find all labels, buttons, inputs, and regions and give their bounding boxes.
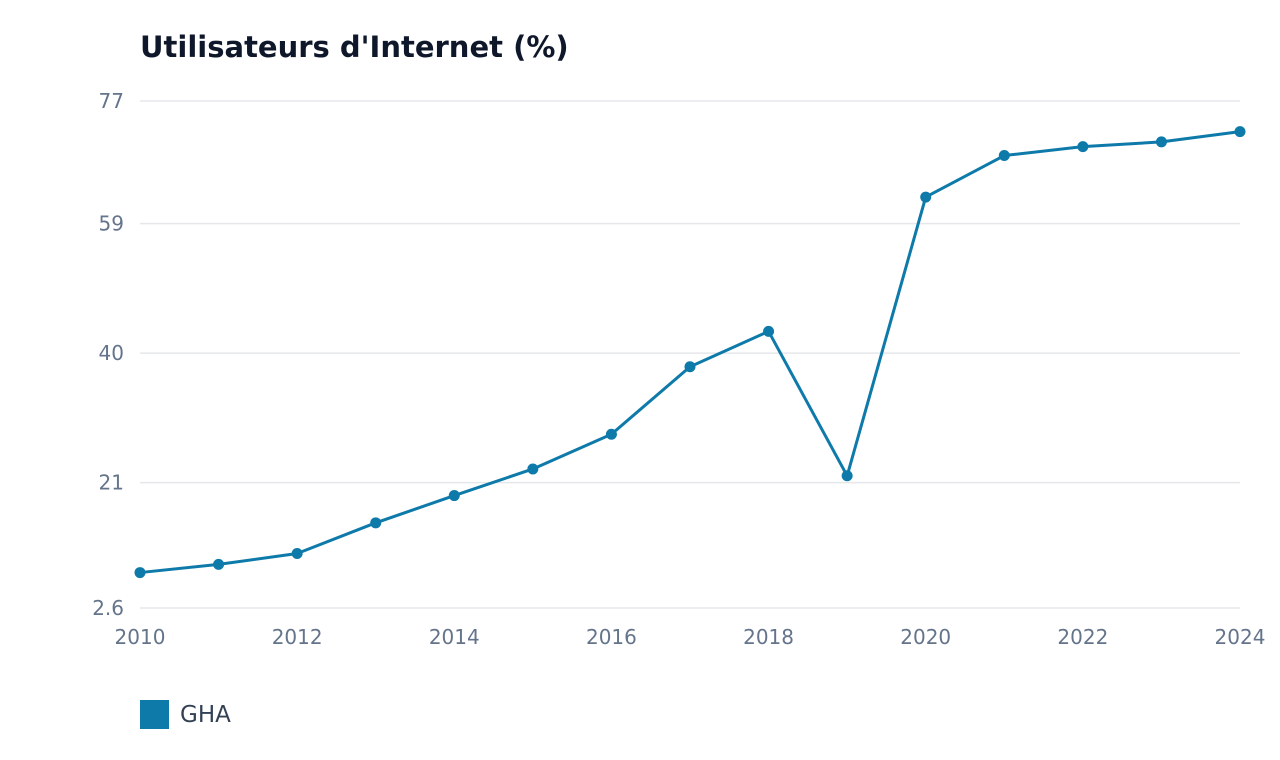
series-line [138,130,1242,575]
data-point [291,547,303,559]
y-axis-ticks: 2.6 21 40 59 77 [92,89,124,620]
x-tick-label: 2014 [429,625,480,649]
y-tick-label: 77 [99,89,124,113]
legend: GHA [140,700,231,729]
data-point [684,361,696,373]
x-tick-label: 2020 [900,625,951,649]
x-tick-label: 2022 [1057,625,1108,649]
data-point [920,191,932,203]
data-point [998,150,1010,162]
gridlines [140,100,1240,609]
legend-swatch [140,700,169,729]
data-point [370,517,382,529]
data-point [527,463,539,475]
x-tick-label: 2016 [586,625,637,649]
x-tick-label: 2010 [115,625,166,649]
data-point [134,567,146,579]
data-point [448,490,460,502]
x-tick-label: 2018 [743,625,794,649]
x-tick-label: 2012 [272,625,323,649]
data-point [605,428,617,440]
series-layer [134,126,1246,579]
x-tick-label: 2024 [1215,625,1266,649]
y-tick-label: 59 [99,212,124,236]
y-tick-label: 40 [99,341,124,365]
legend-label: GHA [180,701,231,728]
data-point [763,325,775,337]
data-point [1077,141,1089,153]
y-tick-label: 21 [99,471,124,495]
y-tick-label: 2.6 [92,596,124,620]
x-axis-ticks: 2010 2012 2014 2016 2018 2020 2022 2024 [115,625,1266,649]
data-point [841,470,853,482]
data-point [213,558,225,570]
data-point [1234,126,1246,138]
data-point [1155,136,1167,148]
chart-title: Utilisateurs d'Internet (%) [140,30,569,64]
